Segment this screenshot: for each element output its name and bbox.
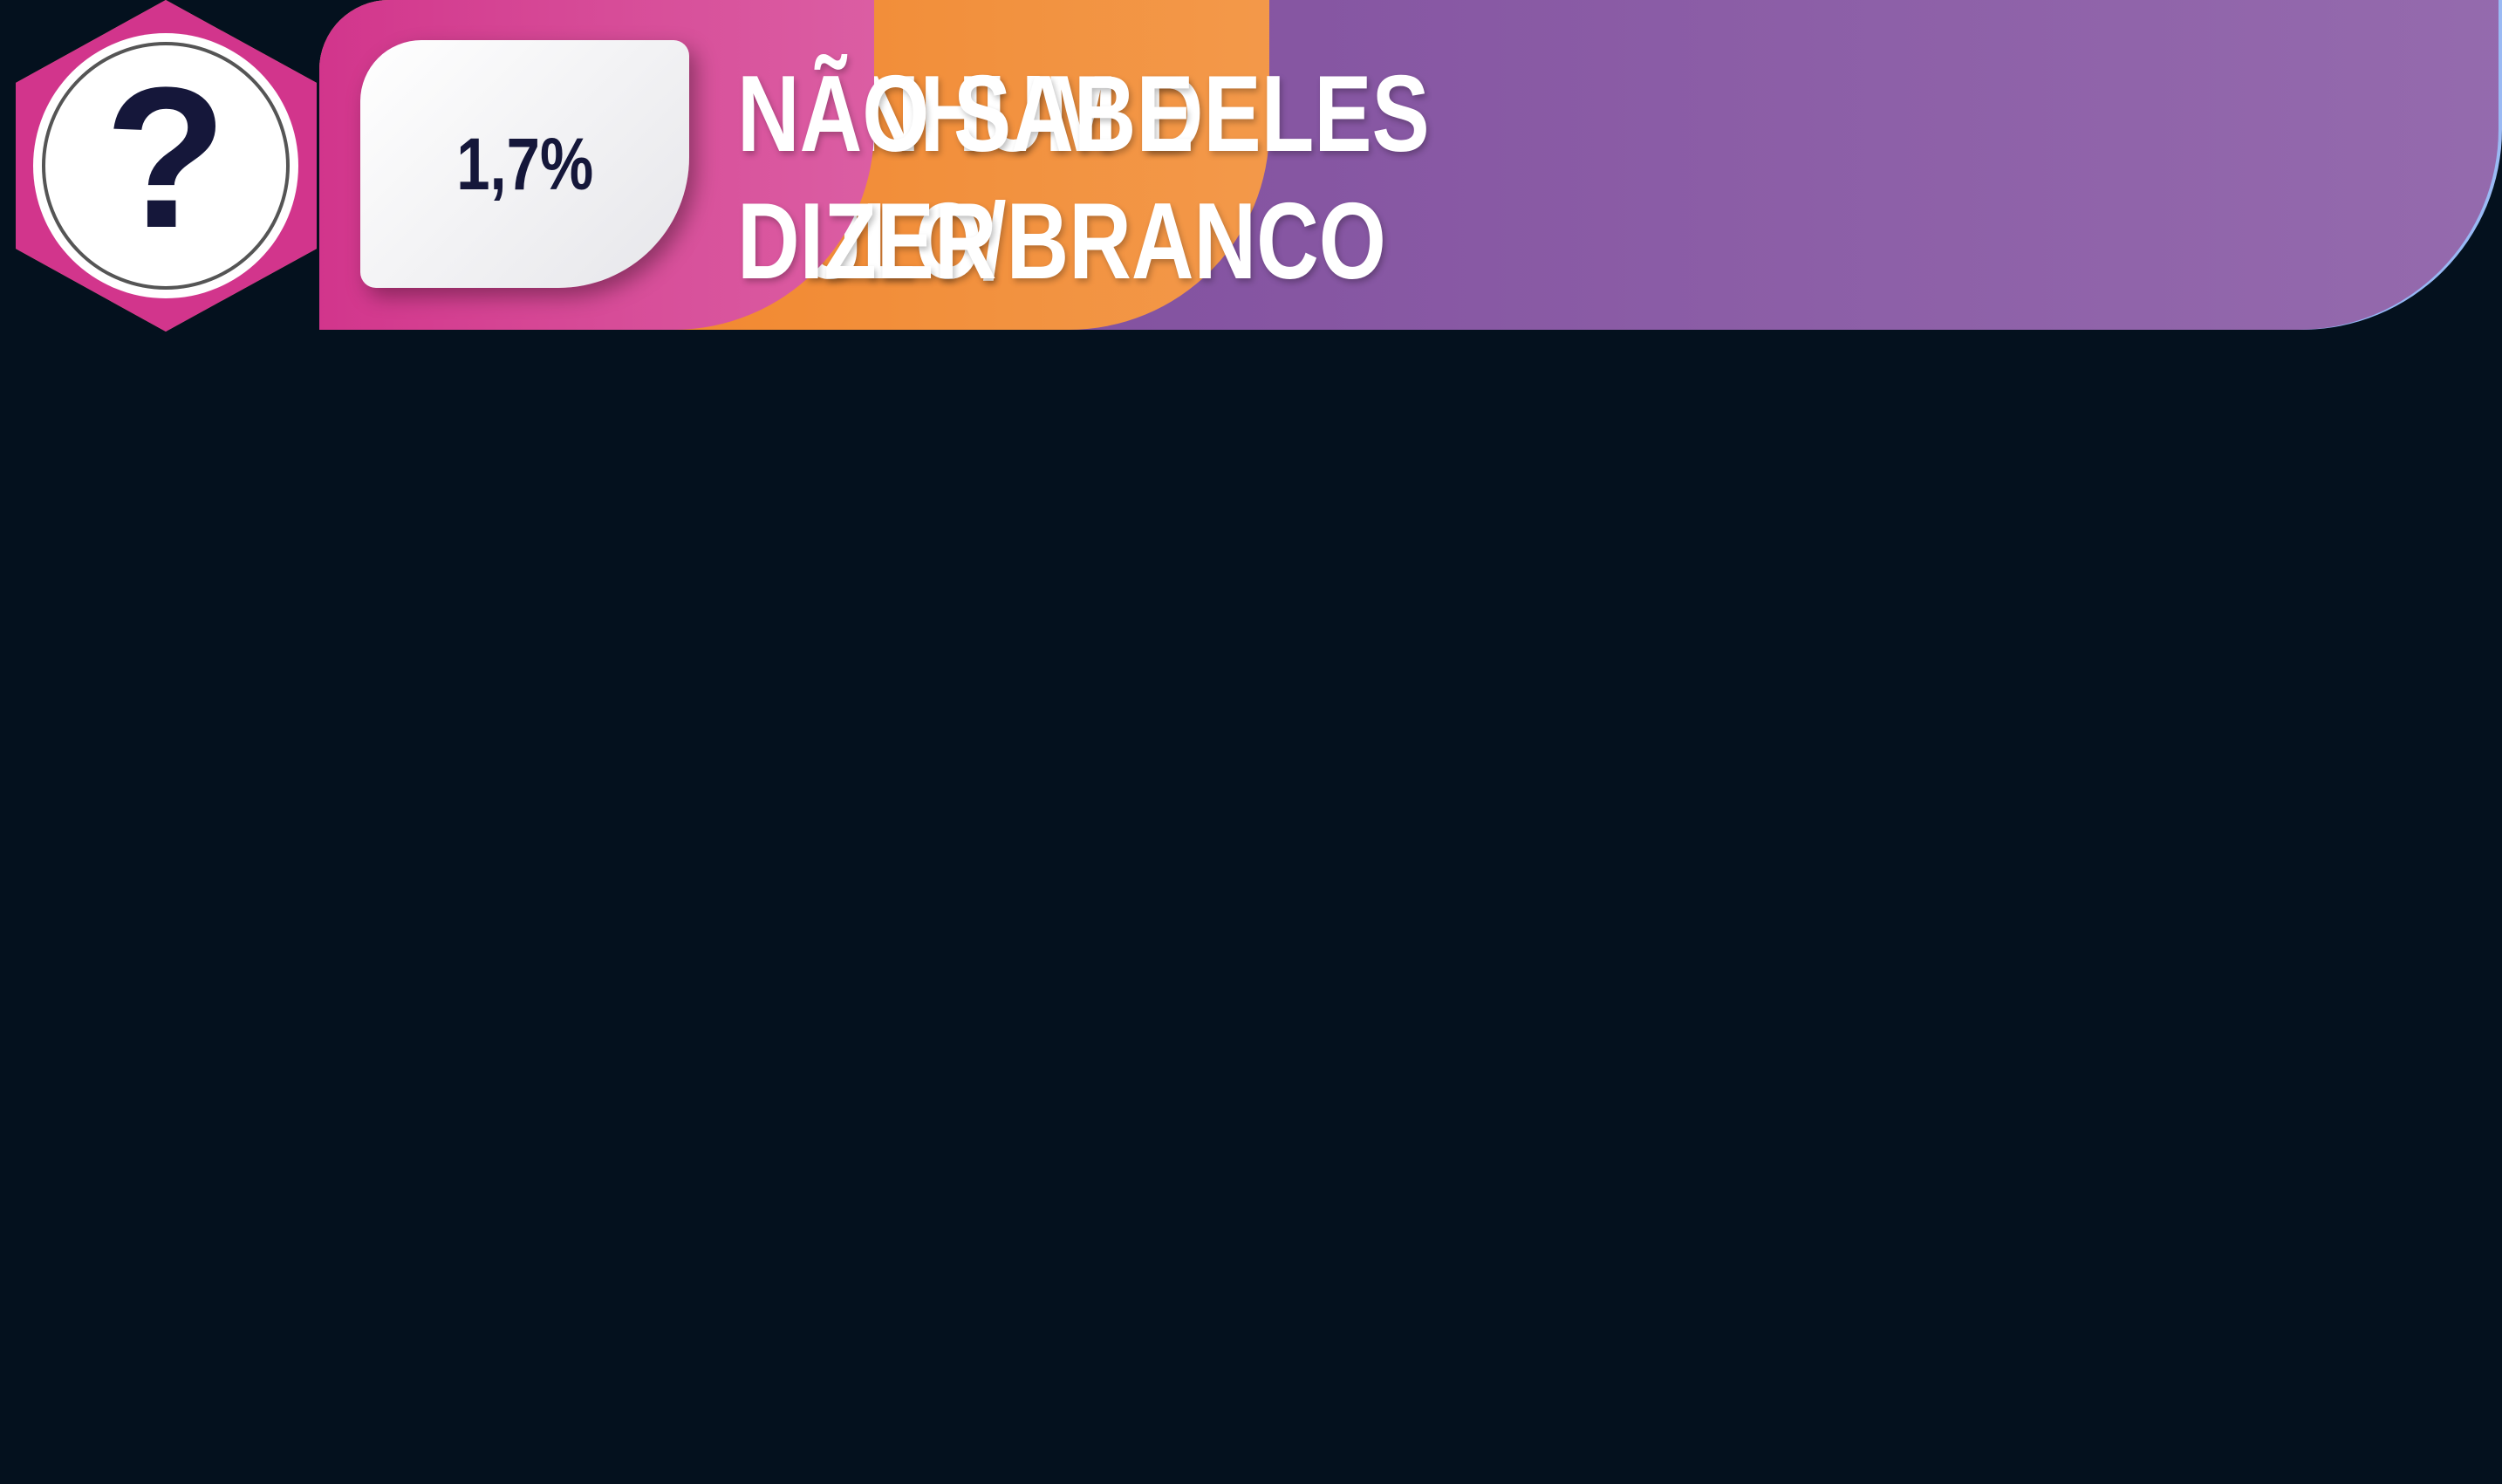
icon-inner xyxy=(42,42,290,290)
value-box: 1,7% xyxy=(360,40,689,288)
question-mark: ? xyxy=(105,45,228,270)
value-label: 1,7% xyxy=(455,122,594,205)
category-label: NÃO SABE DIZER xyxy=(737,54,1194,302)
category-label: NENHUM DELES NULO/BRANCO xyxy=(737,54,1430,302)
icon: ? xyxy=(16,0,317,332)
